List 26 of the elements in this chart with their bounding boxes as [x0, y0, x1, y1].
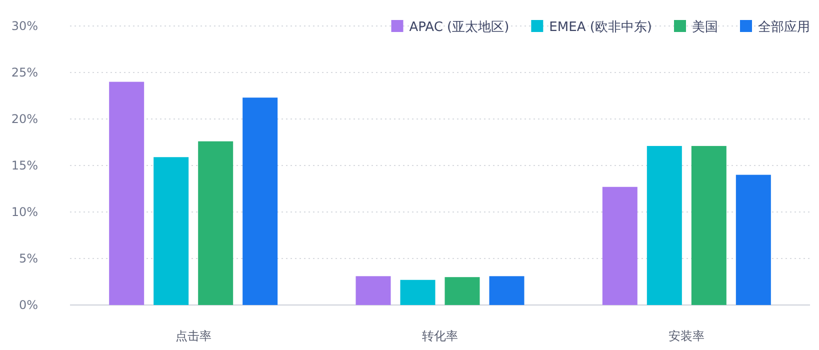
y-tick-label: 30% [11, 19, 38, 33]
bar [400, 280, 436, 305]
bar [242, 98, 278, 305]
bar [691, 146, 726, 305]
legend-label: 全部应用 [758, 19, 810, 35]
bar [154, 157, 189, 305]
bar [198, 141, 234, 305]
x-tick-label: 安装率 [668, 329, 705, 343]
bar [444, 277, 480, 305]
y-tick-label: 20% [11, 112, 38, 126]
legend-label: APAC (亚太地区) [409, 20, 510, 35]
y-tick-label: 15% [11, 158, 38, 172]
y-tick-label: 25% [11, 66, 38, 80]
bar [489, 276, 524, 305]
y-tick-label: 0% [18, 298, 38, 312]
x-tick-label: 转化率 [422, 329, 458, 343]
bar [602, 186, 638, 305]
x-tick-label: 点击率 [175, 329, 212, 343]
bar [356, 276, 391, 305]
legend-label: 美国 [692, 19, 718, 35]
bar [736, 174, 771, 305]
bar [109, 82, 144, 305]
bar [646, 146, 682, 305]
legend-label: EMEA (欧非中东) [549, 20, 652, 35]
y-tick-label: 10% [11, 205, 38, 219]
y-tick-label: 5% [18, 252, 38, 266]
